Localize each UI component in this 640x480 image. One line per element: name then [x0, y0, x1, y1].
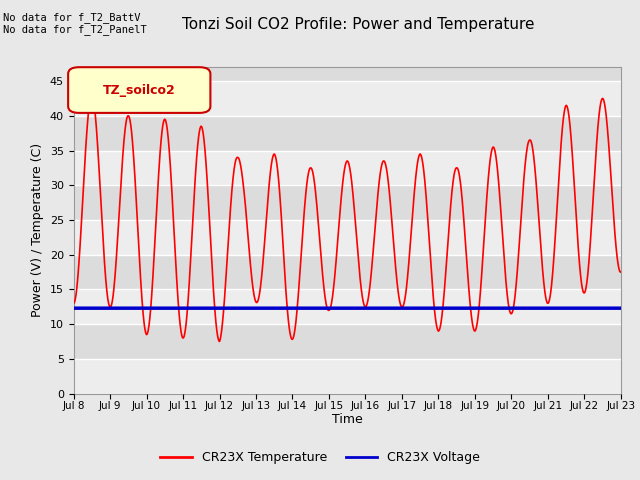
- Text: No data for f_T2_BattV
No data for f_T2_PanelT: No data for f_T2_BattV No data for f_T2_…: [3, 12, 147, 36]
- Y-axis label: Power (V) / Temperature (C): Power (V) / Temperature (C): [31, 144, 44, 317]
- Bar: [74, 359, 621, 394]
- Text: Tonzi Soil CO2 Profile: Power and Temperature: Tonzi Soil CO2 Profile: Power and Temper…: [182, 17, 534, 32]
- Bar: [74, 220, 621, 255]
- Bar: [74, 289, 621, 324]
- Legend: CR23X Temperature, CR23X Voltage: CR23X Temperature, CR23X Voltage: [156, 446, 484, 469]
- Text: TZ_soilco2: TZ_soilco2: [103, 84, 175, 96]
- Bar: [74, 81, 621, 116]
- Bar: [74, 151, 621, 185]
- FancyBboxPatch shape: [68, 67, 211, 113]
- X-axis label: Time: Time: [332, 413, 363, 426]
